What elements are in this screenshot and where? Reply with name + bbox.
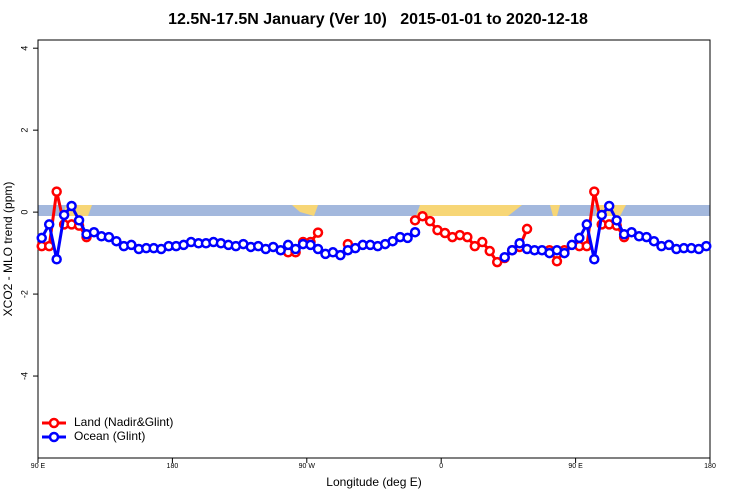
data-point — [409, 215, 421, 226]
data-point — [581, 219, 593, 230]
x-axis-label: Longitude (deg E) — [326, 475, 421, 489]
legend-marker — [48, 431, 60, 443]
data-point — [491, 256, 503, 268]
data-point — [559, 247, 570, 259]
data-point — [66, 200, 77, 212]
y-tick-label: -4 — [19, 372, 29, 380]
data-point — [603, 200, 615, 212]
coverage-band — [38, 205, 710, 216]
data-point — [626, 226, 637, 238]
data-point — [499, 251, 510, 263]
data-point — [51, 186, 62, 197]
data-point — [58, 209, 70, 221]
data-point — [103, 231, 115, 243]
data-point — [514, 238, 525, 249]
data-point — [126, 239, 137, 251]
y-tick-label: 0 — [19, 210, 29, 215]
y-axis-label: XCO2 - MLO trend (ppm) — [1, 182, 15, 317]
data-point — [589, 253, 600, 265]
data-point — [484, 245, 495, 257]
data-point — [641, 231, 652, 243]
data-point — [574, 232, 585, 244]
data-point — [36, 232, 47, 244]
x-tick-label: 90 W — [299, 463, 316, 470]
data-point — [417, 210, 428, 222]
data-point — [305, 239, 316, 251]
data-point — [521, 223, 533, 235]
data-point — [506, 244, 518, 256]
y-tick-label: 2 — [19, 128, 29, 133]
data-point — [409, 226, 421, 238]
band-fill — [292, 205, 318, 216]
data-point — [402, 232, 413, 244]
data-point — [469, 240, 481, 252]
legend-label: Land (Nadir&Glint) — [74, 415, 173, 429]
data-point — [290, 243, 301, 255]
data-point — [566, 239, 578, 251]
data-point — [275, 244, 286, 256]
data-point — [462, 231, 473, 243]
data-point — [477, 236, 488, 248]
data-point — [596, 209, 607, 221]
data-point — [663, 239, 675, 251]
x-tick-label: 0 — [439, 463, 443, 470]
chart-title: 12.5N-17.5N January (Ver 10) 2015-01-01 … — [168, 11, 588, 28]
x-tick-label: 180 — [704, 463, 716, 470]
data-point — [88, 226, 100, 238]
data-point — [701, 240, 712, 252]
data-point — [611, 215, 622, 226]
band-fill — [550, 205, 560, 216]
y-tick-label: -2 — [19, 290, 29, 298]
legend-marker — [48, 417, 60, 429]
y-tick-label: 4 — [19, 46, 29, 51]
x-tick-label: 180 — [167, 463, 179, 470]
x-tick-label: 90 E — [31, 463, 46, 470]
data-point — [551, 256, 563, 267]
data-point — [439, 227, 451, 239]
data-point — [73, 215, 85, 226]
band — [38, 205, 710, 216]
data-point — [648, 235, 660, 247]
data-point — [51, 253, 62, 265]
x-tick-label: 90 E — [568, 463, 583, 470]
data-point — [282, 239, 294, 251]
data-point — [424, 215, 436, 227]
data-point — [312, 227, 324, 238]
data-point — [335, 249, 346, 261]
data-point — [312, 243, 324, 255]
legend-label: Ocean (Glint) — [74, 429, 145, 443]
data-point — [387, 235, 398, 247]
data-point — [589, 186, 600, 197]
band-fill — [416, 205, 522, 216]
data-point — [111, 235, 122, 247]
data-point — [43, 219, 55, 230]
